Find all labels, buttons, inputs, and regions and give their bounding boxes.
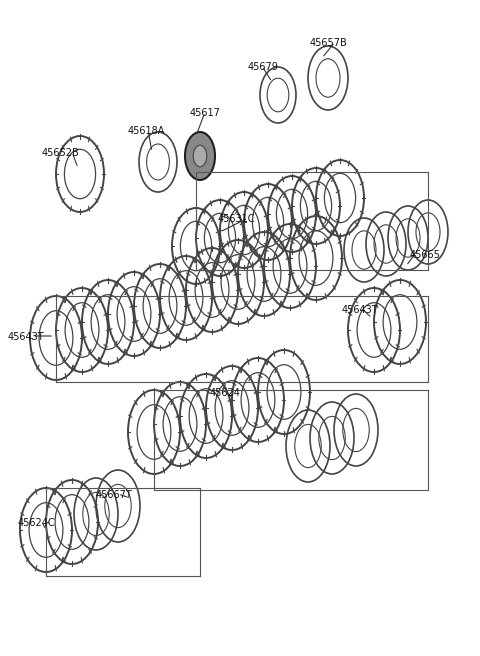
- Text: 45617: 45617: [190, 108, 221, 118]
- Ellipse shape: [193, 145, 207, 167]
- Text: 45643T: 45643T: [342, 305, 379, 315]
- Text: 45657B: 45657B: [310, 38, 348, 48]
- Text: 45643T: 45643T: [8, 332, 45, 342]
- Text: 45624: 45624: [210, 388, 241, 398]
- Text: 45667T: 45667T: [96, 490, 133, 500]
- Ellipse shape: [185, 132, 215, 180]
- Text: 45624C: 45624C: [18, 518, 56, 528]
- Text: 45665: 45665: [410, 250, 441, 260]
- Text: 45679: 45679: [248, 62, 279, 72]
- Text: 45631C: 45631C: [218, 214, 255, 224]
- Text: 45652B: 45652B: [42, 148, 80, 158]
- Text: 45618A: 45618A: [128, 126, 166, 136]
